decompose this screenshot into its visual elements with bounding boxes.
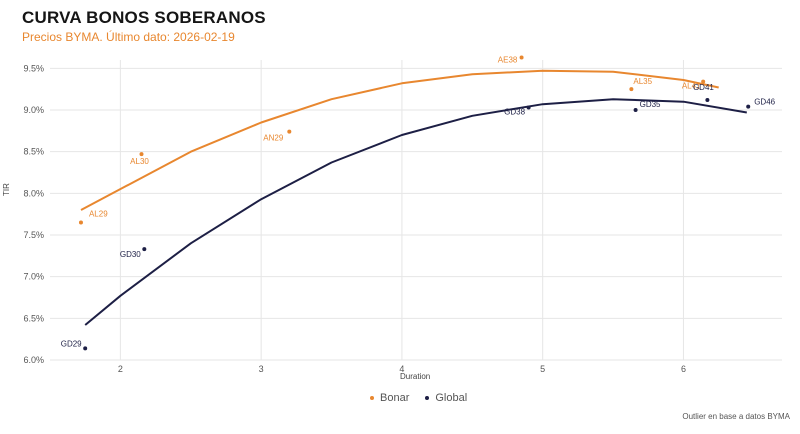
data-point-gd35: [633, 108, 638, 112]
data-label-al35: AL35: [633, 77, 652, 86]
legend-item-bonar: Bonar: [370, 392, 409, 404]
fit-curve-bonar: [80, 69, 719, 211]
data-label-ae38: AE38: [498, 56, 518, 65]
data-label-al41: AL41: [682, 82, 701, 91]
data-label-an29: AN29: [263, 134, 284, 143]
data-label-al30: AL30: [130, 157, 149, 166]
data-point-gd30: [142, 247, 147, 252]
x-tick-label: 6: [681, 364, 686, 374]
chart-subtitle: Precios BYMA. Último dato: 2026-02-19: [22, 30, 235, 44]
data-point-al41: [701, 79, 706, 84]
data-label-al29: AL29: [89, 210, 108, 219]
data-label-gd30: GD30: [120, 250, 141, 259]
data-point-al29: [78, 220, 83, 225]
data-label-gd46: GD46: [754, 98, 775, 107]
data-label-gd41: GD41: [693, 83, 714, 92]
x-axis-label: Duration: [400, 372, 431, 381]
data-point-an29: [287, 129, 292, 134]
y-tick-label: 7.5%: [23, 230, 44, 240]
y-tick-label: 8.5%: [23, 147, 44, 157]
legend: Bonar Global: [370, 392, 483, 404]
x-tick-label: 5: [540, 364, 545, 374]
source-note: Outlier en base a datos BYMA: [682, 412, 790, 421]
fit-curve-global: [84, 98, 747, 326]
data-point-gd29: [83, 346, 88, 351]
y-tick-label: 9.0%: [23, 105, 44, 115]
legend-label-bonar: Bonar: [380, 392, 410, 404]
x-tick-label: 4: [399, 364, 404, 374]
data-label-gd38: GD38: [504, 108, 525, 117]
data-point-gd38: [526, 105, 531, 110]
legend-item-global: Global: [425, 392, 467, 404]
data-point-al35: [629, 87, 634, 92]
data-point-gd41: [705, 98, 710, 102]
legend-label-global: Global: [435, 392, 468, 404]
x-tick-label: 2: [118, 364, 123, 374]
y-tick-label: 8.0%: [23, 188, 44, 198]
y-tick-label: 6.5%: [23, 313, 44, 323]
data-label-gd35: GD35: [640, 100, 661, 109]
x-tick-label: 3: [259, 364, 264, 374]
data-label-gd29: GD29: [61, 339, 82, 348]
chart-title: CURVA BONOS SOBERANOS: [22, 8, 266, 27]
legend-marker-global: [425, 396, 430, 400]
y-tick-label: 9.5%: [23, 63, 44, 73]
legend-marker-bonar: [370, 396, 374, 400]
y-tick-label: 7.0%: [23, 272, 44, 282]
data-point-ae38: [519, 55, 524, 60]
data-point-al30: [139, 152, 144, 157]
data-point-gd46: [746, 104, 751, 109]
y-tick-label: 6.0%: [23, 355, 44, 365]
